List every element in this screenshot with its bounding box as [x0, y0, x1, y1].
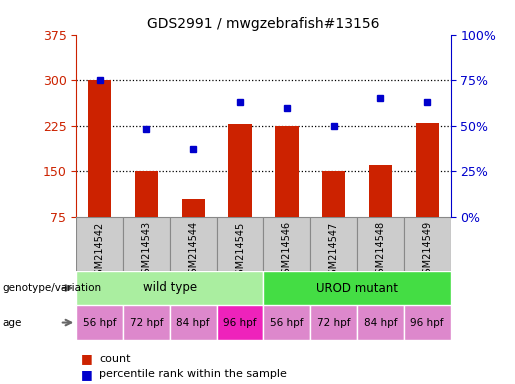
- Bar: [322, 171, 346, 217]
- Bar: [357, 305, 404, 340]
- Text: GSM214542: GSM214542: [95, 221, 105, 280]
- Bar: [181, 199, 205, 217]
- Text: count: count: [99, 354, 131, 364]
- Bar: [263, 271, 451, 305]
- Bar: [123, 305, 170, 340]
- Bar: [76, 305, 123, 340]
- Bar: [170, 217, 217, 271]
- Bar: [217, 217, 263, 271]
- Bar: [263, 305, 310, 340]
- Text: 56 hpf: 56 hpf: [270, 318, 303, 328]
- Bar: [275, 126, 299, 217]
- Bar: [76, 217, 123, 271]
- Title: GDS2991 / mwgzebrafish#13156: GDS2991 / mwgzebrafish#13156: [147, 17, 380, 31]
- Text: GSM214543: GSM214543: [142, 221, 151, 280]
- Text: 96 hpf: 96 hpf: [224, 318, 257, 328]
- Text: GSM214546: GSM214546: [282, 221, 292, 280]
- Text: 96 hpf: 96 hpf: [410, 318, 444, 328]
- Text: 84 hpf: 84 hpf: [177, 318, 210, 328]
- Bar: [76, 271, 263, 305]
- Bar: [310, 217, 357, 271]
- Text: genotype/variation: genotype/variation: [3, 283, 101, 293]
- Text: ■: ■: [81, 353, 93, 366]
- Text: age: age: [3, 318, 22, 328]
- Text: GSM214549: GSM214549: [422, 221, 432, 280]
- Bar: [369, 165, 392, 217]
- Text: 72 hpf: 72 hpf: [130, 318, 163, 328]
- Text: GSM214544: GSM214544: [188, 221, 198, 280]
- Bar: [263, 217, 310, 271]
- Text: 56 hpf: 56 hpf: [83, 318, 116, 328]
- Bar: [135, 171, 158, 217]
- Text: 84 hpf: 84 hpf: [364, 318, 397, 328]
- Bar: [310, 305, 357, 340]
- Bar: [404, 305, 451, 340]
- Bar: [228, 124, 252, 217]
- Text: GSM214548: GSM214548: [375, 221, 385, 280]
- Bar: [123, 217, 170, 271]
- Bar: [170, 305, 217, 340]
- Text: UROD mutant: UROD mutant: [316, 281, 398, 295]
- Bar: [217, 305, 263, 340]
- Bar: [88, 80, 111, 217]
- Bar: [404, 217, 451, 271]
- Text: percentile rank within the sample: percentile rank within the sample: [99, 369, 287, 379]
- Text: 72 hpf: 72 hpf: [317, 318, 350, 328]
- Bar: [416, 123, 439, 217]
- Text: GSM214547: GSM214547: [329, 221, 339, 280]
- Bar: [357, 217, 404, 271]
- Text: GSM214545: GSM214545: [235, 221, 245, 280]
- Text: wild type: wild type: [143, 281, 197, 295]
- Text: ■: ■: [81, 368, 93, 381]
